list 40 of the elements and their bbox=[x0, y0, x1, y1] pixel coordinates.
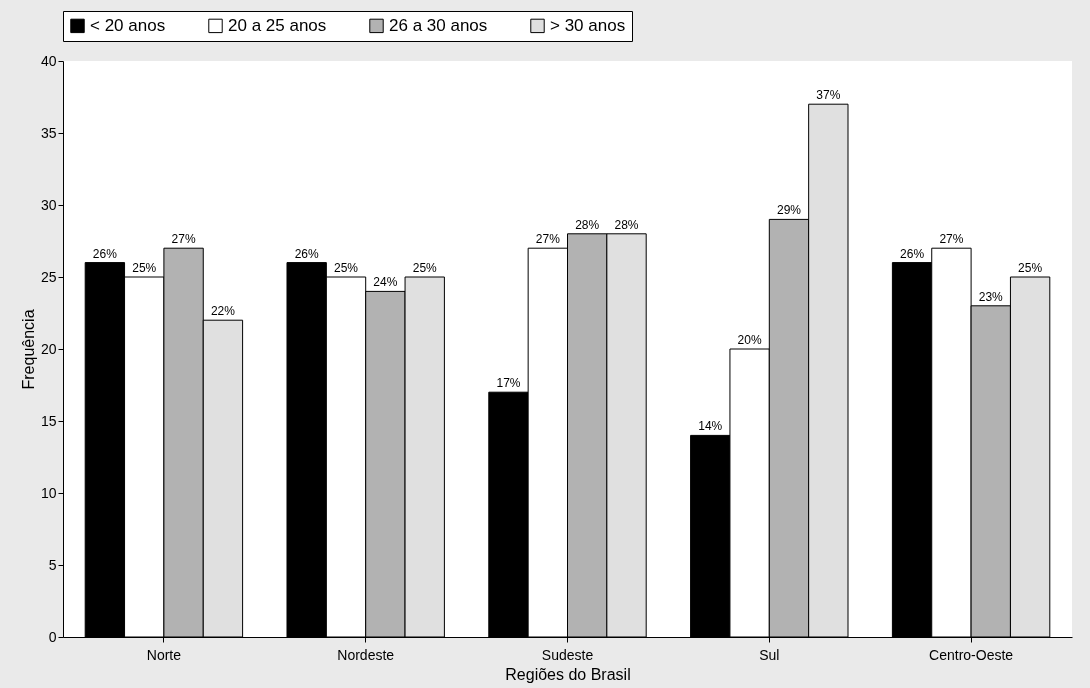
data-label: 27% bbox=[939, 232, 964, 247]
y-tick-label: 10 bbox=[40, 484, 57, 501]
data-label: 27% bbox=[171, 232, 196, 247]
x-tick-label: Norte bbox=[146, 646, 182, 663]
y-tick-label: 20 bbox=[40, 340, 57, 357]
legend-label: 20 a 25 anos bbox=[228, 15, 327, 35]
data-label: 14% bbox=[698, 419, 723, 434]
x-tick-label: Nordeste bbox=[337, 646, 395, 663]
y-tick-label: 25 bbox=[40, 268, 57, 285]
data-label: 26% bbox=[92, 246, 118, 261]
y-tick-label: 30 bbox=[40, 196, 57, 213]
data-label: 27% bbox=[535, 232, 561, 247]
data-label: 23% bbox=[978, 289, 1004, 304]
y-tick-label: 40 bbox=[40, 52, 57, 69]
data-label: 25% bbox=[132, 261, 157, 275]
y-tick-label: 35 bbox=[40, 124, 57, 141]
data-label: 28% bbox=[575, 217, 600, 232]
data-label: 25% bbox=[412, 261, 438, 275]
y-axis-title: Frequência bbox=[19, 309, 37, 390]
data-label: 28% bbox=[614, 217, 639, 232]
data-label: 17% bbox=[496, 376, 521, 391]
data-label: 26% bbox=[900, 246, 925, 261]
data-label: 24% bbox=[373, 275, 398, 290]
data-label: 25% bbox=[1018, 261, 1043, 275]
data-label: 29% bbox=[776, 203, 802, 218]
x-tick-label: Sul bbox=[759, 646, 780, 663]
legend-label: 26 a 30 anos bbox=[389, 15, 488, 35]
x-tick-label: Centro-Oeste bbox=[929, 646, 1014, 663]
y-tick-label: 5 bbox=[48, 556, 57, 573]
legend-label: > 30 anos bbox=[550, 15, 626, 35]
y-tick-label: 0 bbox=[48, 628, 57, 645]
y-tick-label: 15 bbox=[40, 412, 57, 429]
data-label: 20% bbox=[737, 333, 762, 347]
data-label: 25% bbox=[334, 261, 359, 275]
legend-label: < 20 anos bbox=[90, 15, 166, 35]
x-tick-label: Sudeste bbox=[541, 646, 594, 663]
data-label: 37% bbox=[816, 88, 841, 103]
data-label: 26% bbox=[294, 246, 320, 261]
data-label: 22% bbox=[210, 304, 236, 319]
x-axis-title: Regiões do Brasil bbox=[505, 665, 631, 683]
